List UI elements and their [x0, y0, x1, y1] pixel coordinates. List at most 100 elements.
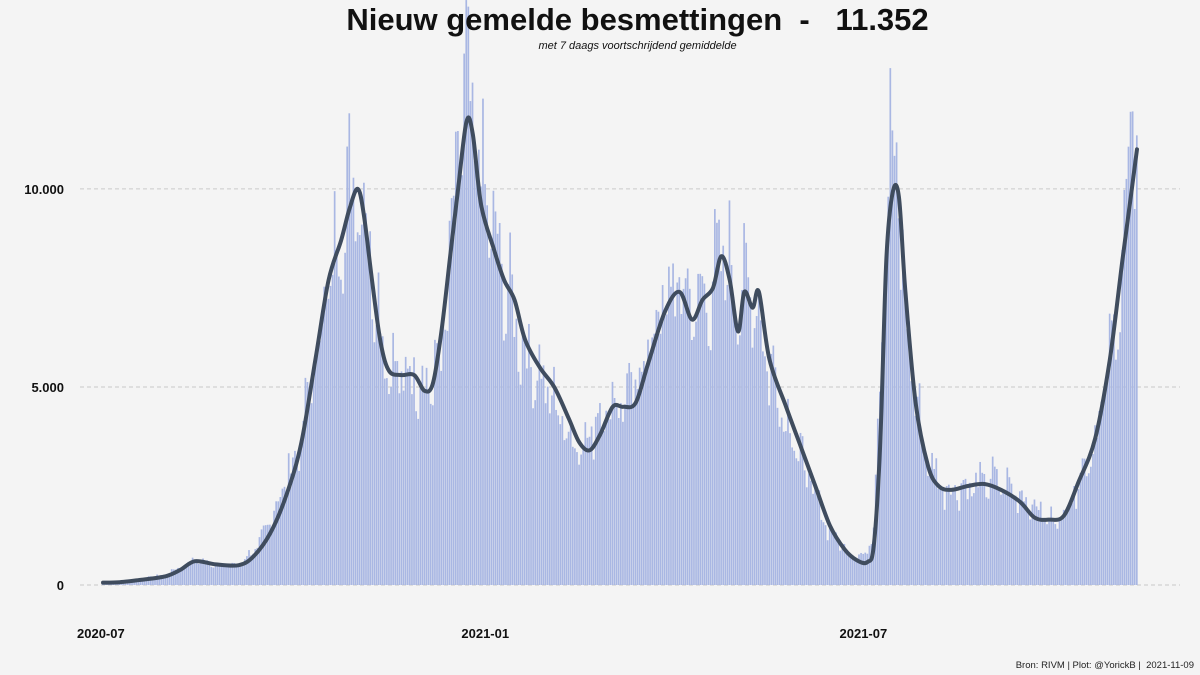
x-tick-label: 2021-01: [461, 626, 509, 641]
daily-bar: [208, 562, 211, 585]
daily-bar: [716, 222, 718, 586]
daily-bar: [887, 196, 890, 585]
daily-bar: [649, 355, 651, 585]
daily-bar: [442, 324, 445, 585]
daily-bar: [1052, 521, 1055, 585]
chart-caption: Bron: RIVM | Plot: @YorickB | 2021-11-09: [1015, 660, 1194, 671]
daily-bar: [759, 320, 762, 585]
daily-bar: [665, 314, 668, 585]
daily-bar: [1067, 510, 1069, 585]
daily-bar: [824, 525, 827, 585]
daily-bar: [212, 567, 215, 585]
daily-bar: [507, 284, 509, 585]
daily-bar: [730, 265, 733, 585]
daily-bar: [260, 529, 263, 585]
daily-bar: [592, 459, 595, 585]
daily-bar: [379, 333, 382, 585]
daily-bar: [1002, 489, 1004, 585]
daily-bar: [237, 563, 240, 585]
daily-bar: [791, 447, 793, 585]
daily-bar: [620, 403, 622, 585]
daily-bar: [858, 554, 860, 585]
daily-bar: [607, 411, 610, 585]
daily-bar: [365, 213, 367, 585]
daily-bar: [576, 452, 578, 585]
daily-bar: [515, 318, 518, 585]
daily-bar: [538, 344, 541, 585]
daily-bar: [899, 289, 902, 585]
daily-bar: [1106, 374, 1109, 585]
daily-bar: [747, 277, 750, 585]
daily-bar: [423, 388, 426, 585]
daily-bar: [724, 300, 727, 585]
daily-bar: [904, 273, 906, 585]
daily-bar: [373, 342, 376, 585]
daily-bar: [703, 283, 706, 585]
daily-bar: [927, 475, 929, 585]
daily-bar: [561, 416, 564, 585]
daily-bar: [1117, 349, 1119, 585]
daily-bar: [743, 223, 745, 586]
daily-bar: [402, 390, 405, 585]
daily-bar: [1090, 466, 1092, 585]
daily-bar: [185, 564, 188, 585]
daily-bar: [1075, 508, 1078, 585]
daily-bar: [1041, 521, 1044, 585]
daily-bar: [1027, 509, 1030, 585]
daily-bar: [816, 490, 819, 585]
daily-bar: [421, 365, 424, 585]
daily-bar: [1129, 111, 1132, 585]
daily-bar: [674, 316, 677, 585]
daily-bar: [484, 184, 486, 585]
daily-bar: [1094, 425, 1096, 585]
daily-bar: [521, 329, 524, 585]
daily-bar: [532, 408, 534, 585]
daily-bar: [820, 519, 823, 585]
daily-bar: [632, 404, 635, 585]
daily-bar: [467, 6, 470, 585]
daily-bar: [941, 489, 944, 585]
daily-bar: [363, 182, 365, 585]
daily-bar: [482, 98, 484, 585]
daily-bar: [310, 403, 313, 585]
daily-bar: [789, 433, 791, 585]
daily-bar: [459, 178, 461, 585]
daily-bar: [762, 351, 764, 585]
daily-bar: [584, 422, 587, 585]
daily-bar: [413, 357, 415, 585]
daily-bar: [283, 486, 286, 585]
daily-bar: [137, 579, 140, 585]
daily-bar: [298, 470, 300, 585]
daily-bar: [1121, 250, 1124, 585]
daily-bar: [175, 569, 177, 585]
daily-bar: [835, 532, 837, 585]
daily-bar: [214, 563, 217, 585]
daily-bar: [582, 447, 585, 585]
daily-bar: [626, 373, 628, 585]
daily-bar: [210, 566, 213, 585]
daily-bar: [1125, 178, 1128, 585]
daily-bar: [603, 431, 605, 585]
daily-bar: [826, 540, 829, 585]
daily-bar: [271, 531, 273, 585]
daily-bar: [1069, 506, 1071, 585]
daily-bar: [312, 364, 315, 585]
daily-bar: [590, 426, 593, 585]
daily-bar: [223, 563, 225, 585]
daily-bar: [250, 555, 252, 585]
daily-bar: [239, 564, 242, 585]
daily-bar: [1060, 519, 1063, 585]
daily-bar: [1133, 208, 1136, 586]
daily-bar: [732, 297, 735, 585]
daily-bar: [578, 464, 580, 585]
daily-bar: [922, 445, 925, 585]
daily-bar: [1008, 477, 1011, 585]
daily-bar: [448, 220, 451, 586]
daily-bar: [966, 499, 969, 585]
daily-bar: [323, 286, 326, 585]
daily-bar: [195, 559, 198, 585]
daily-bar: [870, 544, 873, 585]
daily-bar: [548, 413, 551, 585]
daily-bar: [1123, 189, 1126, 585]
